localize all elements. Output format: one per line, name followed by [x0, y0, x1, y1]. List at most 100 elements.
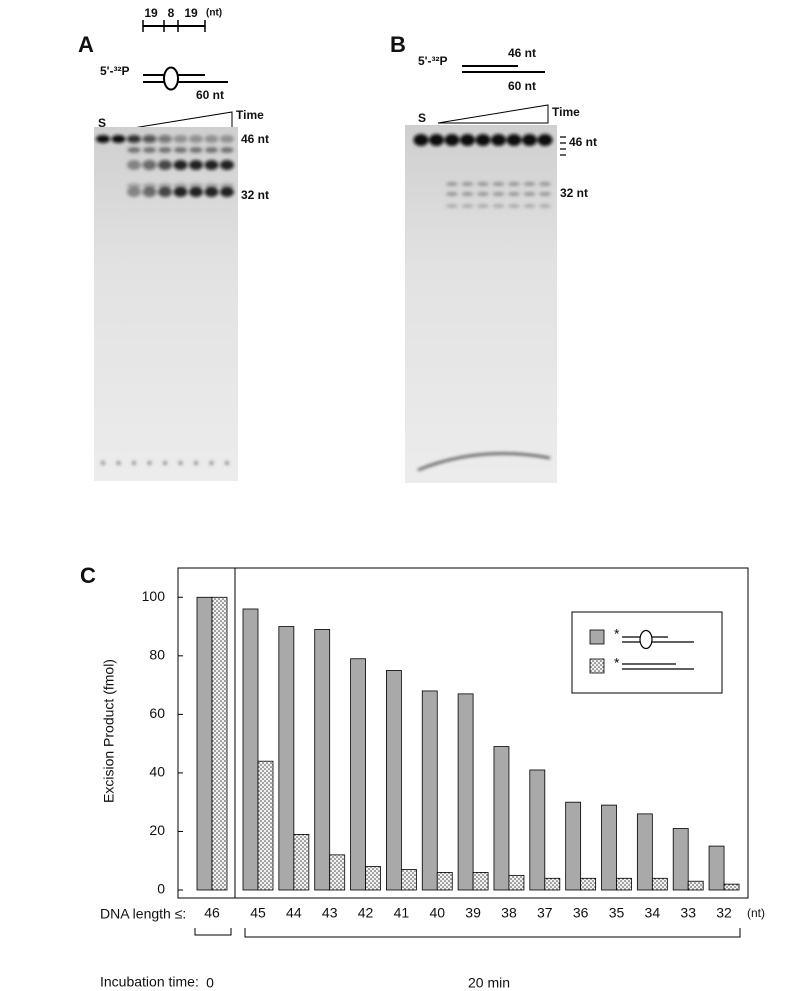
bar — [616, 877, 632, 891]
bar — [636, 813, 653, 891]
x-axis-label: DNA length ≤: — [100, 906, 186, 922]
marker-label: 32 nt — [241, 188, 269, 202]
band — [189, 187, 203, 197]
bar — [385, 670, 402, 891]
well — [209, 461, 214, 465]
band — [127, 147, 141, 153]
panel-label: C — [80, 563, 96, 588]
panel-label: A — [78, 32, 94, 57]
panel-label: B — [390, 32, 406, 57]
bar — [350, 658, 366, 891]
band — [127, 160, 141, 170]
well — [178, 461, 183, 465]
band — [173, 183, 188, 189]
well — [194, 461, 198, 465]
marker-label: 46 nt — [569, 135, 597, 149]
band — [173, 135, 188, 143]
band — [506, 134, 522, 146]
band — [189, 183, 203, 189]
legend-swatch — [589, 629, 605, 645]
x-tick-label: 40 — [429, 905, 445, 921]
segment-label: 19 — [184, 6, 198, 20]
band — [523, 204, 536, 208]
gel — [405, 125, 557, 483]
incubation-value: 20 min — [468, 975, 510, 991]
x-tick-label: 34 — [645, 905, 661, 921]
band — [111, 135, 126, 143]
band — [492, 192, 505, 196]
bar — [400, 869, 417, 891]
bar — [457, 693, 474, 891]
band — [429, 134, 444, 146]
band — [460, 134, 475, 146]
x-tick-label: 43 — [322, 905, 338, 921]
probe-label: 5'-³²P — [100, 64, 130, 78]
x-tick-label: 45 — [250, 905, 266, 921]
legend-label: * — [614, 655, 620, 671]
x-tick-label: 41 — [394, 905, 410, 921]
band — [158, 187, 172, 197]
panel-a: A 19 8 19 (nt) 5'-³²P 60 nt S Time 46 nt… — [78, 6, 269, 481]
band — [220, 160, 234, 170]
band — [158, 135, 172, 143]
bar — [601, 804, 617, 891]
band — [491, 134, 506, 146]
band — [158, 147, 172, 153]
band — [537, 134, 553, 146]
band — [477, 192, 489, 196]
bar — [687, 880, 704, 891]
panel-c: C Excision Product (fmol) DNA length ≤: … — [80, 563, 765, 991]
band — [492, 204, 505, 208]
well — [101, 461, 105, 465]
band — [142, 160, 157, 170]
bar — [708, 845, 725, 891]
band — [173, 160, 188, 170]
x-tick-label: 39 — [465, 905, 481, 921]
band — [220, 135, 234, 143]
marker-label: 46 nt — [241, 132, 269, 146]
x-tick-label: 42 — [358, 905, 374, 921]
bar — [580, 877, 597, 891]
well — [225, 461, 229, 465]
band — [189, 160, 203, 170]
band — [492, 182, 505, 186]
band — [475, 134, 491, 146]
band — [189, 135, 203, 143]
band — [523, 182, 536, 186]
y-tick-label: 40 — [149, 764, 165, 780]
x-tick-label: 38 — [501, 905, 517, 921]
band — [539, 204, 551, 208]
lane-label: S — [418, 111, 426, 125]
band — [523, 192, 536, 196]
band — [220, 147, 234, 153]
band — [127, 135, 141, 143]
well — [132, 461, 136, 465]
y-tick-label: 0 — [157, 881, 165, 897]
plot-frame — [177, 567, 749, 899]
bar — [257, 760, 274, 891]
band — [142, 183, 157, 189]
time-label: Time — [552, 105, 580, 119]
band — [204, 135, 219, 143]
band — [158, 183, 172, 189]
y-tick-label: 80 — [149, 647, 165, 663]
band — [96, 135, 110, 143]
marker-label: 32 nt — [560, 186, 588, 200]
legend-label: * — [614, 626, 620, 642]
band — [508, 192, 520, 196]
bar — [672, 828, 689, 891]
band — [127, 183, 141, 189]
band — [539, 192, 551, 196]
length-label: 60 nt — [508, 79, 536, 93]
band — [174, 147, 187, 153]
band — [461, 204, 474, 208]
bar — [421, 690, 438, 891]
y-tick-label: 100 — [142, 588, 166, 604]
time-label: Time — [236, 108, 264, 122]
segment-label: 19 — [144, 6, 158, 20]
band — [142, 187, 157, 197]
band — [508, 204, 520, 208]
x-tick-label: 46 — [204, 905, 220, 921]
legend-swatch — [589, 658, 605, 674]
